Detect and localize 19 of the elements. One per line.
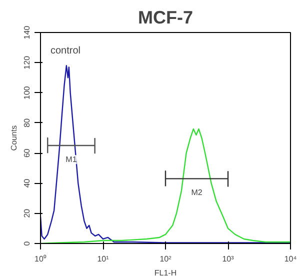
y-tick-label: 80: [22, 118, 32, 128]
x-tick-label: 10³: [222, 254, 234, 264]
y-tick-label: 20: [22, 208, 32, 218]
x-tick-label: 10⁴: [284, 254, 298, 264]
series-label: M2: [191, 188, 203, 198]
y-tick-label: 120: [22, 55, 32, 70]
y-tick-label: 0: [22, 240, 32, 246]
x-tick-label: 10⁰: [34, 254, 46, 264]
y-axis-title: Counts: [10, 125, 18, 151]
y-tick-label: 40: [22, 178, 32, 188]
series-label: M1: [66, 155, 78, 164]
chart-title: MCF-7: [138, 8, 194, 28]
x-tick-label: 10¹: [97, 254, 110, 264]
y-tick-label: 60: [22, 148, 32, 158]
y-tick-label: 140: [22, 25, 32, 40]
x-tick-label: 10²: [160, 254, 172, 264]
x-axis-title: FL1-H: [154, 268, 177, 278]
y-tick-label: 100: [22, 86, 32, 100]
annotation: control: [50, 46, 81, 56]
